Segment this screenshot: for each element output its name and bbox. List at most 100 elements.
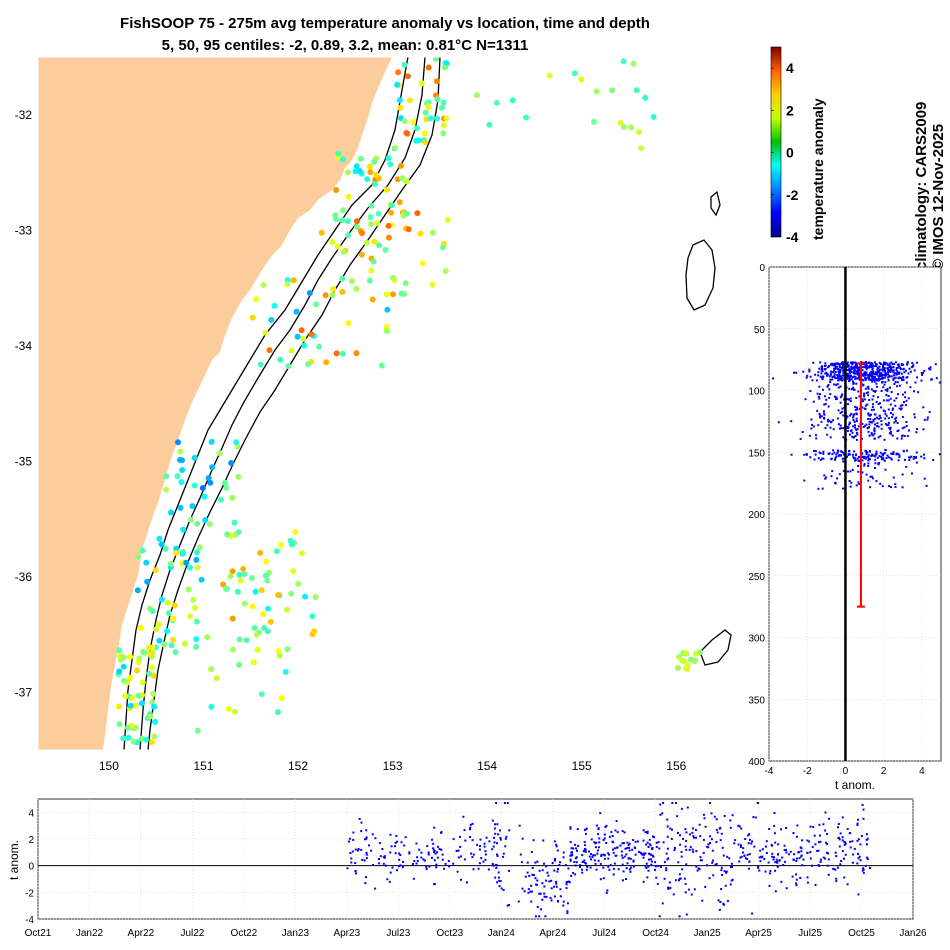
time-series-point bbox=[655, 845, 658, 848]
time-series-point bbox=[613, 847, 616, 850]
profile-point bbox=[890, 430, 892, 433]
profile-point bbox=[841, 367, 844, 369]
map-point bbox=[253, 631, 260, 638]
map-point bbox=[440, 99, 447, 106]
map-point bbox=[382, 247, 389, 253]
time-series-point bbox=[650, 853, 653, 856]
map-point bbox=[366, 163, 373, 170]
time-series-point bbox=[584, 832, 587, 835]
time-series-point bbox=[862, 867, 865, 870]
profile-point bbox=[928, 411, 931, 414]
map-point bbox=[444, 217, 451, 223]
profile-point bbox=[743, 418, 745, 420]
map-point bbox=[161, 641, 168, 648]
profile-point bbox=[858, 456, 861, 458]
profile-point bbox=[846, 368, 849, 371]
time-series-point bbox=[386, 878, 389, 881]
profile-point bbox=[883, 361, 886, 364]
map-point bbox=[401, 118, 408, 124]
profile-point bbox=[817, 395, 820, 398]
profile-point bbox=[883, 438, 886, 441]
map-point bbox=[165, 599, 172, 606]
time-series-point bbox=[678, 877, 681, 880]
profile-point bbox=[870, 413, 872, 416]
profile-point bbox=[867, 430, 870, 433]
time-series-point bbox=[646, 832, 649, 835]
profile-point bbox=[874, 423, 876, 426]
time-series-point bbox=[531, 890, 533, 893]
time-series-point bbox=[613, 862, 616, 865]
time-series-point bbox=[597, 849, 599, 852]
time-series-point bbox=[709, 842, 711, 845]
profile-point bbox=[850, 378, 853, 381]
time-series-point bbox=[731, 878, 734, 881]
colorbar-tick-label: -2 bbox=[786, 187, 799, 203]
profile-point bbox=[897, 366, 899, 369]
map-point bbox=[257, 361, 264, 368]
profile-point bbox=[857, 369, 859, 372]
time-series-point bbox=[841, 839, 844, 842]
time-series-point bbox=[482, 860, 485, 863]
time-series-point bbox=[585, 827, 588, 830]
time-series-point bbox=[841, 836, 844, 839]
map-point bbox=[335, 243, 341, 250]
time-series-point bbox=[857, 838, 860, 841]
time-series-point bbox=[493, 836, 495, 839]
profile-point bbox=[824, 372, 827, 375]
time-series-point bbox=[632, 865, 635, 868]
map-point bbox=[578, 76, 585, 83]
map-point bbox=[249, 603, 256, 610]
profile-point bbox=[876, 373, 879, 376]
time-series-point bbox=[846, 883, 849, 886]
profile-point bbox=[818, 385, 821, 388]
time-xtick-label: Oct23 bbox=[436, 928, 463, 939]
profile-point bbox=[880, 406, 882, 409]
profile-point bbox=[824, 364, 827, 367]
profile-point bbox=[832, 371, 835, 374]
time-series-point bbox=[772, 858, 775, 861]
profile-point bbox=[864, 424, 867, 427]
profile-point bbox=[891, 408, 894, 411]
time-series-point bbox=[583, 841, 586, 843]
time-series-point bbox=[527, 891, 530, 894]
time-series-point bbox=[841, 850, 844, 853]
profile-point bbox=[915, 431, 918, 434]
profile-point bbox=[847, 369, 850, 372]
time-series-point bbox=[862, 868, 865, 871]
time-series-point bbox=[498, 876, 500, 879]
profile-point bbox=[938, 453, 941, 456]
map-point bbox=[199, 485, 206, 491]
map-point bbox=[149, 664, 155, 671]
profile-point bbox=[834, 482, 837, 485]
time-series-point bbox=[354, 848, 357, 851]
map-point bbox=[681, 658, 688, 665]
profile-point bbox=[839, 385, 842, 388]
profile-point bbox=[836, 374, 839, 376]
time-series-point bbox=[824, 829, 827, 832]
map-point bbox=[194, 520, 201, 527]
map-point bbox=[262, 329, 269, 336]
time-series-point bbox=[835, 855, 838, 858]
time-series-point bbox=[834, 868, 837, 871]
profile-point bbox=[913, 416, 916, 419]
time-series-point bbox=[716, 831, 719, 834]
profile-point bbox=[829, 393, 832, 396]
profile-point bbox=[822, 388, 824, 391]
profile-point bbox=[853, 388, 856, 391]
time-series-point bbox=[686, 806, 689, 809]
map-point bbox=[414, 125, 421, 132]
profile-point bbox=[905, 381, 908, 384]
time-series-point bbox=[655, 841, 658, 844]
time-series-point bbox=[614, 854, 617, 857]
map-point bbox=[339, 275, 346, 282]
time-series-point bbox=[437, 845, 440, 848]
time-series-point bbox=[479, 838, 482, 841]
profile-point bbox=[836, 362, 839, 365]
profile-point bbox=[855, 406, 858, 409]
profile-point bbox=[868, 375, 871, 378]
time-series-point bbox=[491, 863, 494, 865]
time-series-point bbox=[432, 842, 435, 845]
profile-point bbox=[904, 404, 907, 407]
profile-point bbox=[896, 370, 899, 373]
map-point bbox=[262, 572, 269, 579]
